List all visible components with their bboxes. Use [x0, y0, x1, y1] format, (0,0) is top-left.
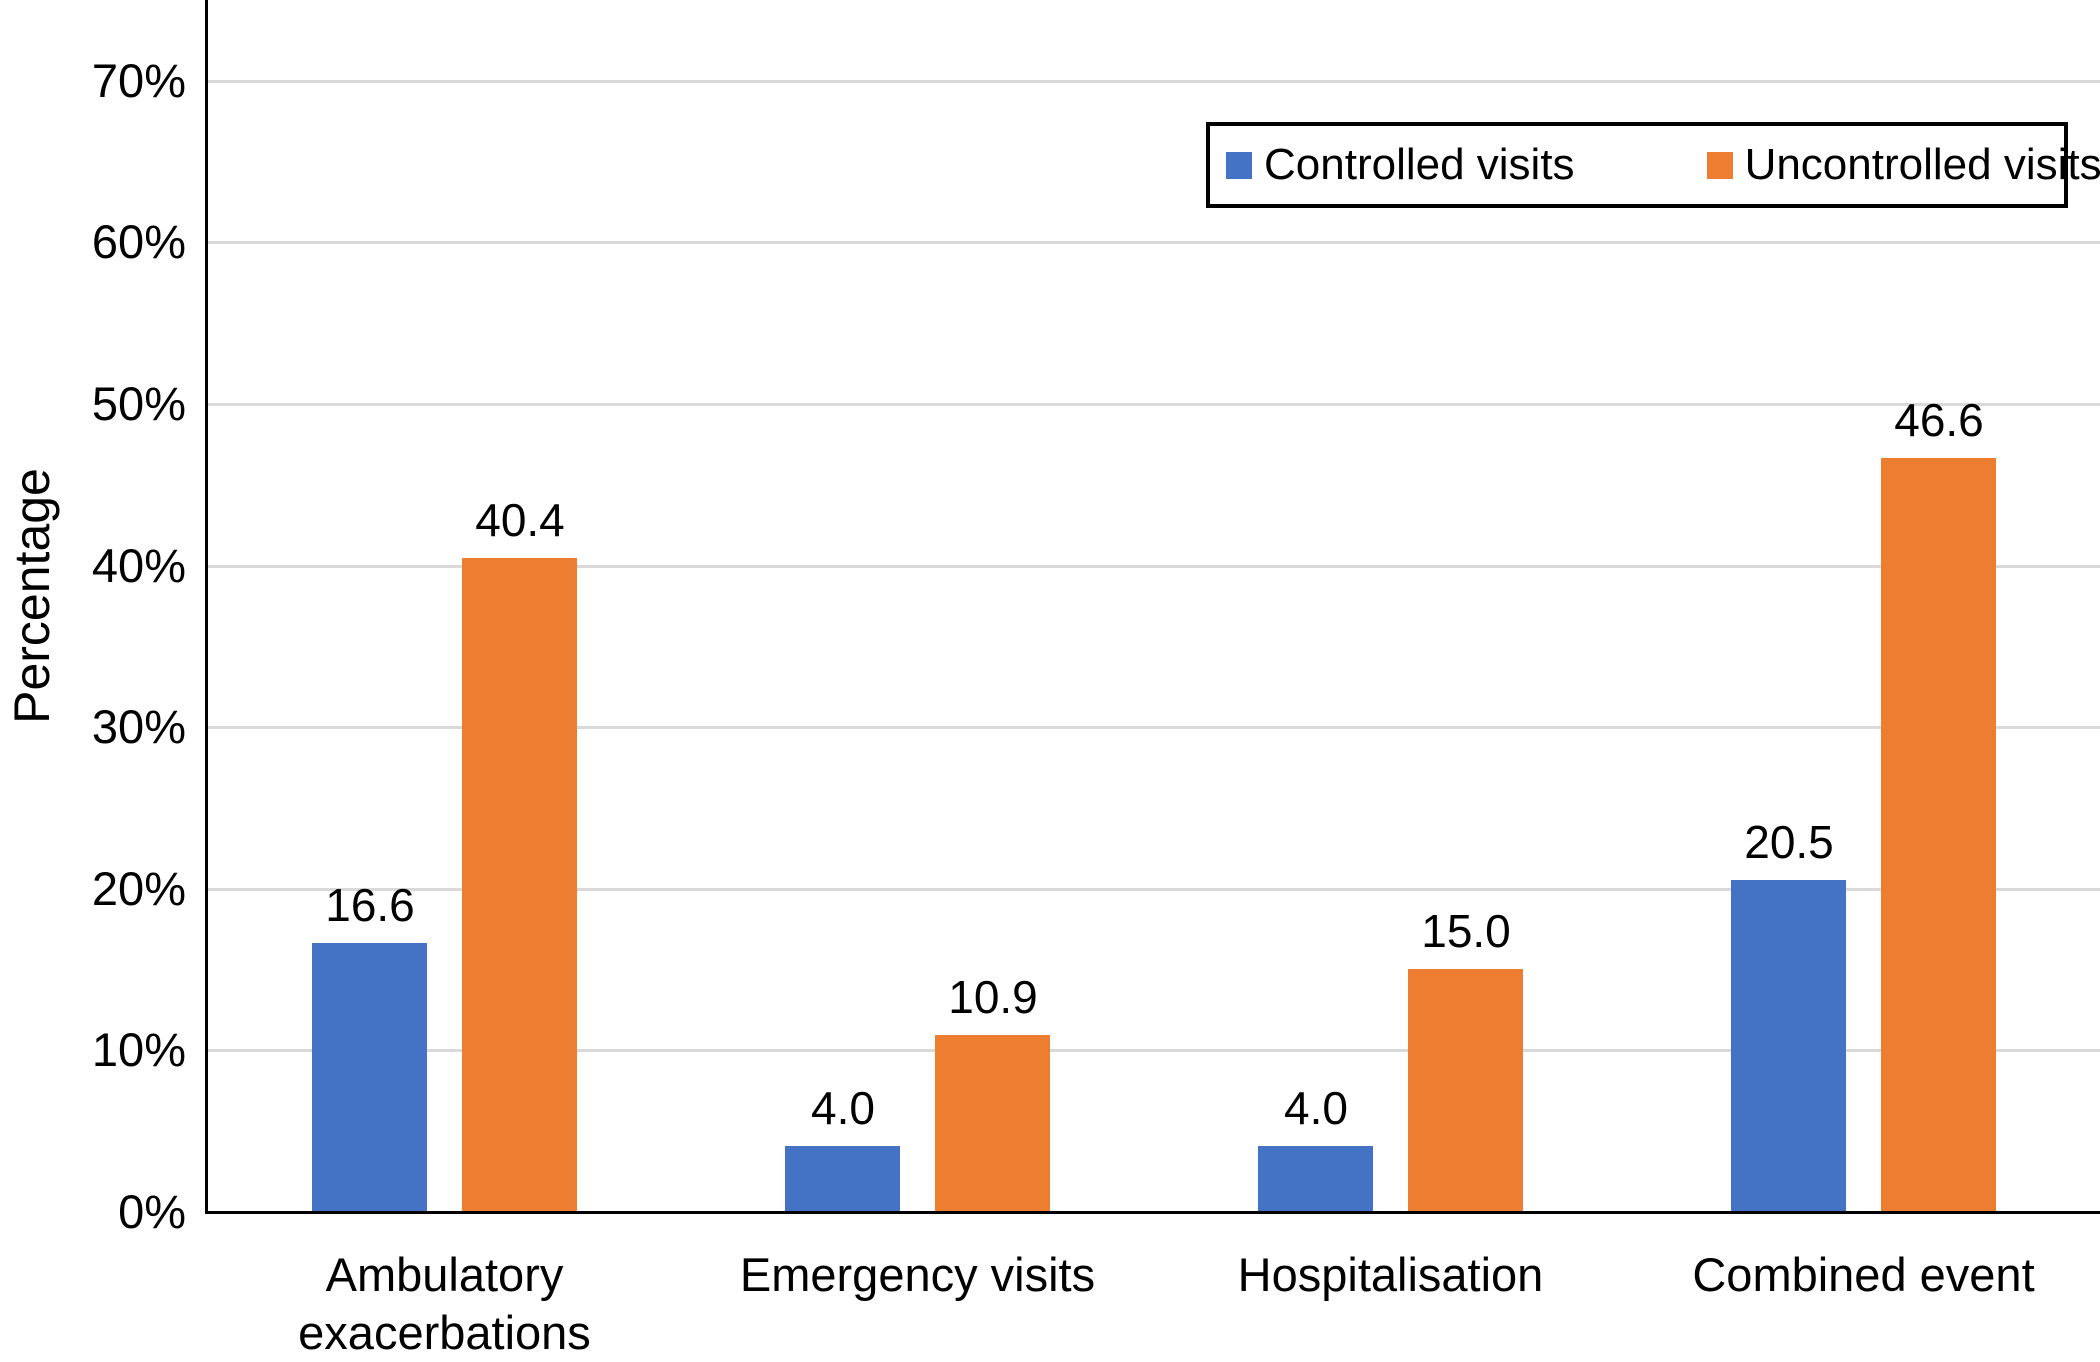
bar-segment: [1731, 880, 1846, 1211]
bar-segment: [462, 558, 577, 1211]
legend-swatch-icon: [1226, 151, 1252, 179]
bar-segment: [1881, 458, 1996, 1211]
gridline: [208, 726, 2100, 729]
x-category-label: Emergency visits: [739, 1248, 1096, 1301]
bar-segment: [1408, 969, 1523, 1211]
value-label: 20.5: [1744, 816, 1834, 868]
y-tick-label: 40%: [91, 539, 186, 592]
value-label: 4.0: [1284, 1082, 1348, 1134]
bar-segment: [935, 1035, 1050, 1211]
bar-segment: [312, 943, 427, 1211]
value-label: 16.6: [325, 879, 415, 931]
plot-area: 16.6 40.4 4.0 10.9 4.0 15.0 20.5 46.6: [205, 0, 2100, 1214]
y-tick-label: 10%: [91, 1023, 186, 1076]
legend: Controlled visits Uncontrolled visits: [1206, 122, 2100, 208]
gridline: [208, 80, 2100, 83]
y-tick-label: 50%: [91, 377, 186, 430]
gridline: [208, 1049, 2100, 1052]
legend-entry: Uncontrolled visits: [1706, 140, 2100, 190]
value-label: 4.0: [811, 1082, 875, 1134]
legend-label: Controlled visits: [1264, 140, 1575, 189]
value-label: 46.6: [1894, 394, 1984, 446]
gridline: [208, 403, 2100, 406]
legend-entry: Controlled visits: [1226, 140, 1575, 190]
y-tick-label: 70%: [91, 54, 186, 107]
y-tick-label: 30%: [91, 700, 186, 753]
gridline: [208, 565, 2100, 568]
gridline: [208, 888, 2100, 891]
x-category-label: Ambulatory exacerbations: [298, 1248, 591, 1359]
value-label: 10.9: [948, 971, 1038, 1023]
y-tick-label: 60%: [91, 215, 186, 268]
legend-swatch-icon: [1706, 151, 1733, 179]
y-tick-label: 20%: [91, 862, 186, 915]
value-label: 40.4: [475, 494, 565, 546]
x-category-label: Combined event: [1692, 1248, 2035, 1301]
x-category-label: Hospitalisation: [1237, 1248, 1544, 1301]
value-label: 15.0: [1421, 905, 1511, 957]
bar-segment: [1258, 1146, 1373, 1211]
bar-segment: [785, 1146, 900, 1211]
legend-label: Uncontrolled visits: [1744, 140, 2100, 189]
y-tick-label: 0%: [118, 1185, 186, 1238]
gridline: [208, 241, 2100, 244]
